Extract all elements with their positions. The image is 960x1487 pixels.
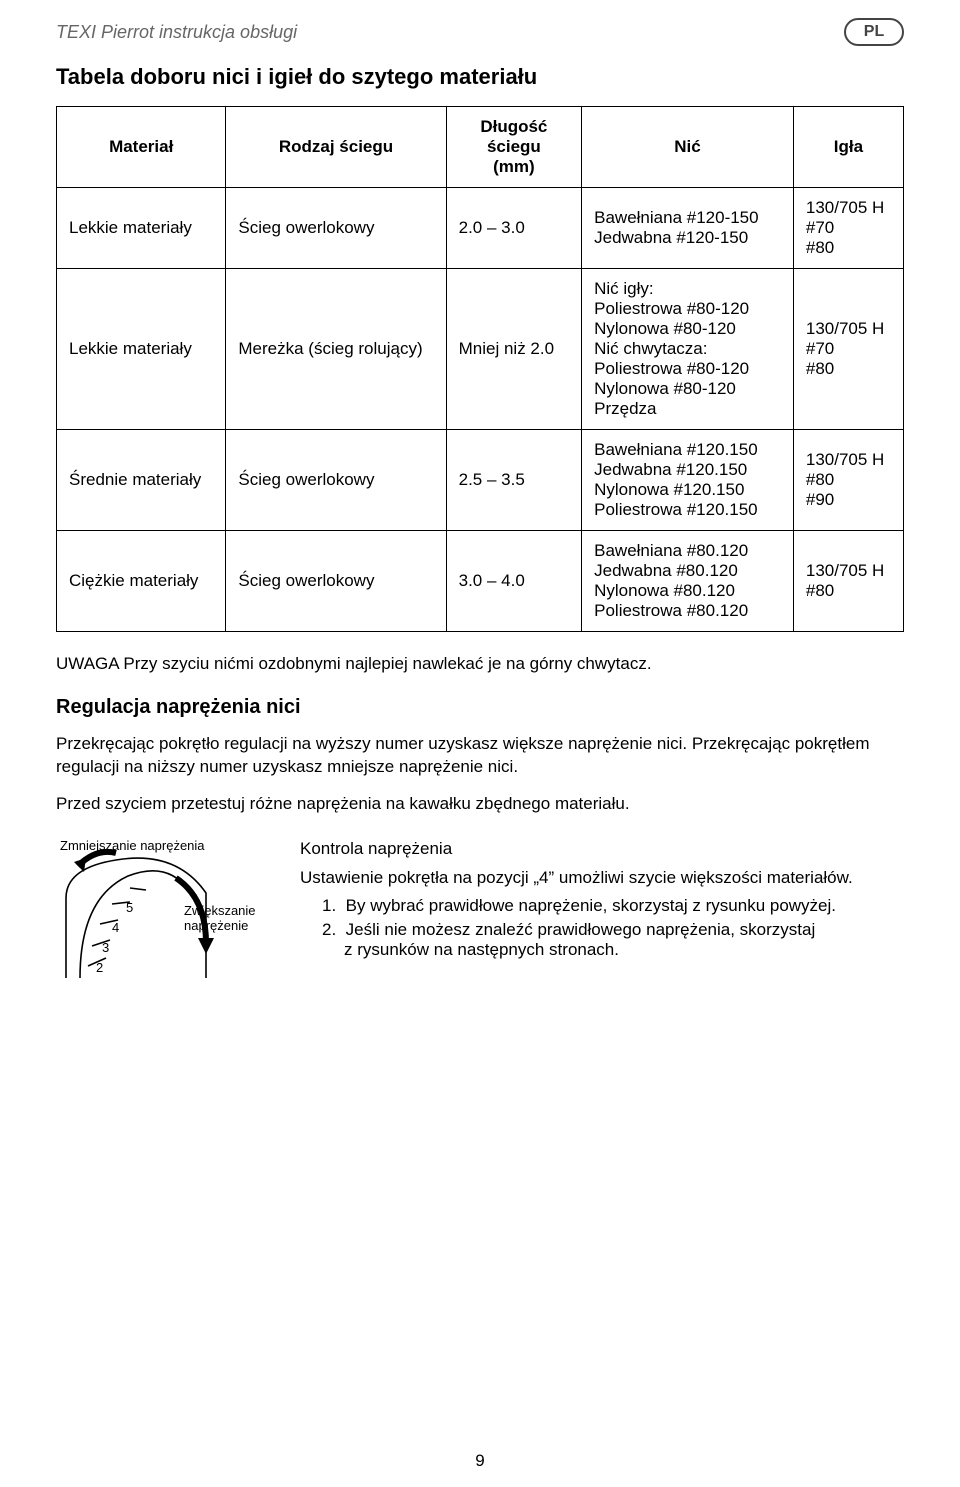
tension-block: Zmniejszanie naprężenia 2 3 4 5 [56, 838, 904, 988]
table-cell: Bawełniana #120-150Jedwabna #120-150 [582, 188, 794, 269]
table-cell: 2.0 – 3.0 [446, 188, 582, 269]
para-2: Przed szyciem przetestuj różne naprężeni… [56, 793, 904, 816]
doc-title: TEXI Pierrot instrukcja obsługi [56, 22, 297, 43]
table-cell: Ścieg owerlokowy [226, 430, 446, 531]
dial-num-4: 4 [112, 920, 119, 935]
table-cell: Bawełniana #120.150Jedwabna #120.150Nylo… [582, 430, 794, 531]
page-number: 9 [0, 1451, 960, 1471]
dial-label-decrease: Zmniejszanie naprężenia [60, 838, 205, 853]
section-title: Regulacja naprężenia nici [56, 696, 904, 719]
table-cell: 2.5 – 3.5 [446, 430, 582, 531]
main-title: Tabela doboru nici i igieł do szytego ma… [56, 64, 904, 90]
dial-label-increase: Zwiększanie naprężenie [184, 904, 274, 934]
table-cell: Lekkie materiały [57, 188, 226, 269]
tension-item-1: 1. By wybrać prawidłowe naprężenie, skor… [322, 896, 904, 916]
table-cell: 3.0 – 4.0 [446, 531, 582, 632]
table-header-row: Materiał Rodzaj ściegu Długość ściegu (m… [57, 107, 904, 188]
tension-item-2: 2. Jeśli nie możesz znaleźć prawidłowego… [322, 920, 904, 960]
table-cell: Lekkie materiały [57, 269, 226, 430]
table-cell: Ciężkie materiały [57, 531, 226, 632]
dial-num-3: 3 [102, 940, 109, 955]
col-nic: Nić [582, 107, 794, 188]
col-dlugosc: Długość ściegu (mm) [446, 107, 582, 188]
table-cell: Nić igły:Poliestrowa #80-120Nylonowa #80… [582, 269, 794, 430]
tension-intro: Ustawienie pokrętła na pozycji „4” umożl… [300, 867, 904, 890]
dial-num-2: 2 [96, 960, 103, 975]
para-1: Przekręcając pokrętło regulacji na wyższ… [56, 733, 904, 779]
lang-badge: PL [844, 18, 904, 46]
tension-dial: Zmniejszanie naprężenia 2 3 4 5 [56, 838, 276, 988]
col-rodzaj: Rodzaj ściegu [226, 107, 446, 188]
tension-heading: Kontrola naprężenia [300, 838, 904, 861]
note: UWAGA Przy szyciu nićmi ozdobnymi najlep… [56, 654, 904, 674]
table-cell: Ścieg owerlokowy [226, 531, 446, 632]
table-row: Ciężkie materiałyŚcieg owerlokowy3.0 – 4… [57, 531, 904, 632]
table-cell: Bawełniana #80.120Jedwabna #80.120Nylono… [582, 531, 794, 632]
table-cell: Średnie materiały [57, 430, 226, 531]
table-row: Średnie materiałyŚcieg owerlokowy2.5 – 3… [57, 430, 904, 531]
page-header: TEXI Pierrot instrukcja obsługi PL [56, 18, 904, 46]
dial-num-5: 5 [126, 900, 133, 915]
table-cell: 130/705 H#70#80 [793, 188, 903, 269]
tension-text: Kontrola naprężenia Ustawienie pokrętła … [300, 838, 904, 964]
table-cell: 130/705 H#70#80 [793, 269, 903, 430]
table-row: Lekkie materiałyMereżka (ścieg rolujący)… [57, 269, 904, 430]
table-cell: Ścieg owerlokowy [226, 188, 446, 269]
table-row: Lekkie materiałyŚcieg owerlokowy2.0 – 3.… [57, 188, 904, 269]
col-igla: Igła [793, 107, 903, 188]
table-cell: 130/705 H#80#90 [793, 430, 903, 531]
col-material: Materiał [57, 107, 226, 188]
material-table: Materiał Rodzaj ściegu Długość ściegu (m… [56, 106, 904, 632]
table-cell: Mereżka (ścieg rolujący) [226, 269, 446, 430]
table-cell: Mniej niż 2.0 [446, 269, 582, 430]
table-cell: 130/705 H#80 [793, 531, 903, 632]
